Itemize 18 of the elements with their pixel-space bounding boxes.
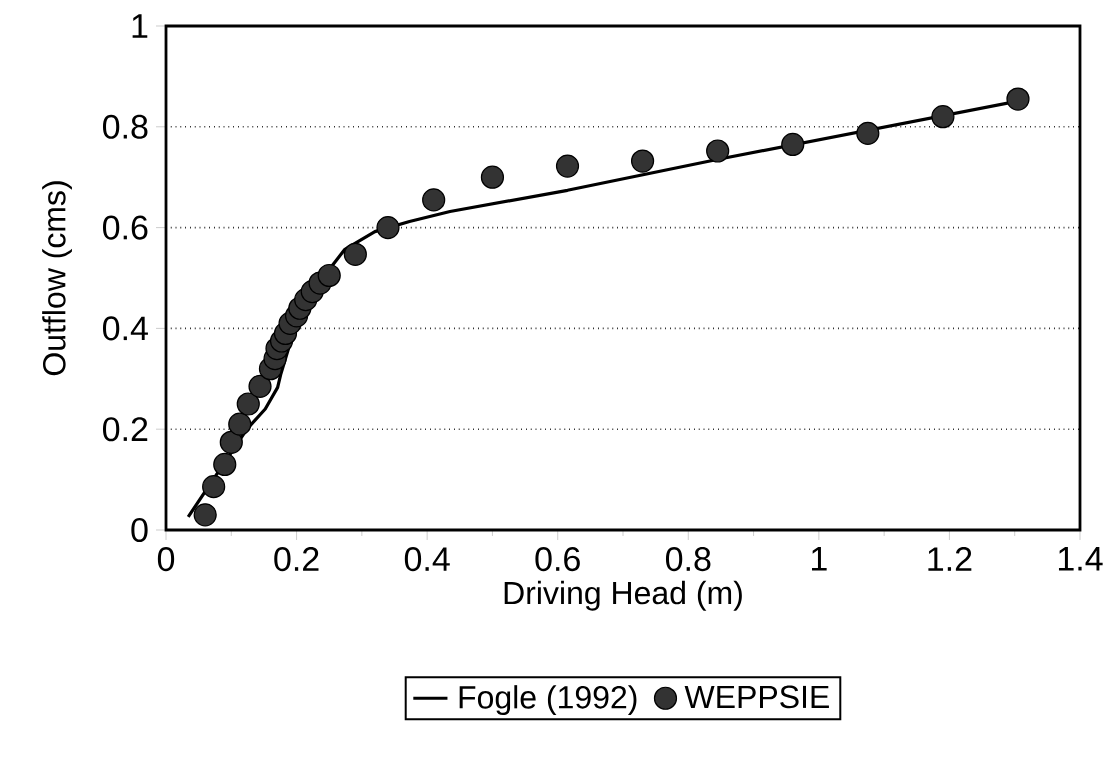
x-tick-label: 0.6 [535,547,580,572]
x-tick-label: 1.2 [928,547,972,571]
y-axis-title: Outflow (cms) [42,181,72,376]
legend-label: Fogle (1992) [459,685,637,715]
x-tick-label: 0.2 [274,547,319,572]
y-tick-label: 1 [132,14,148,38]
x-tick-label: 0.4 [404,547,450,572]
x-axis-title: Driving Head (m) [504,580,742,611]
x-tick-label: 1 [812,547,827,571]
y-tick-label: 0 [131,517,148,543]
y-tick-label: 0.8 [102,114,148,139]
y-tick-label: 0.4 [102,316,148,341]
y-tick-label: 0.2 [102,417,148,442]
x-tick-label: 0 [157,547,175,572]
y-tick-label: 0.6 [102,215,148,240]
x-tick-label: 0.8 [665,547,711,572]
x-tick-label: 1.4 [1058,547,1103,571]
legend-label: WEPPSIE [684,685,829,709]
